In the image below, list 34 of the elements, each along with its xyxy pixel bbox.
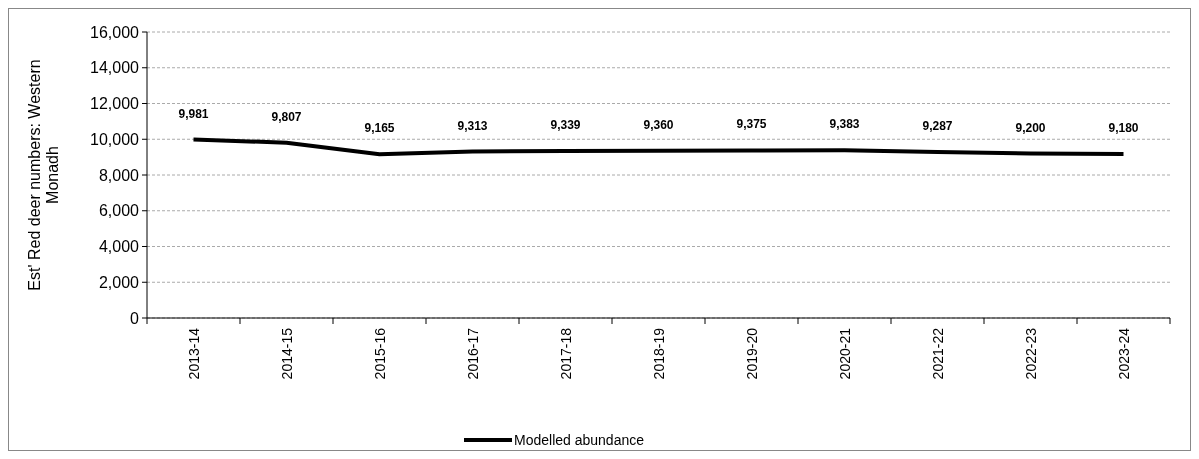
x-tick-label: 2014-15 xyxy=(278,327,295,380)
x-tick-label: 2020-21 xyxy=(836,327,853,380)
y-tick-label: 2,000 xyxy=(98,273,140,291)
y-tick-label: 12,000 xyxy=(90,95,140,113)
data-label: 9,200 xyxy=(1015,120,1046,135)
x-tick-label: 2022-23 xyxy=(1022,327,1039,380)
y-tick-label: 4,000 xyxy=(98,238,140,256)
data-label: 9,360 xyxy=(643,117,674,132)
x-tick-label: 2017-18 xyxy=(557,327,574,380)
data-label: 9,180 xyxy=(1108,120,1139,135)
data-label: 9,339 xyxy=(550,118,581,133)
data-label: 9,165 xyxy=(364,121,395,136)
y-tick-label: 6,000 xyxy=(98,202,140,220)
data-label: 9,807 xyxy=(271,109,302,124)
y-tick-label: 8,000 xyxy=(98,166,140,184)
y-tick-label: 10,000 xyxy=(90,130,140,148)
y-tick-label: 16,000 xyxy=(90,23,140,41)
y-tick-label: 14,000 xyxy=(90,59,140,77)
data-label: 9,981 xyxy=(178,106,209,121)
line-series xyxy=(191,137,1126,157)
data-label: 9,383 xyxy=(829,117,860,132)
x-tick-label: 2019-20 xyxy=(743,327,760,380)
data-label: 9,287 xyxy=(922,118,953,133)
data-label: 9,313 xyxy=(457,118,488,133)
x-tick-label: 2015-16 xyxy=(371,327,388,380)
x-tick-label: 2016-17 xyxy=(464,327,481,380)
legend-label: Modelled abundance xyxy=(514,431,645,448)
x-tick-label: 2023-24 xyxy=(1115,327,1132,380)
y-tick-label: 0 xyxy=(130,309,140,327)
x-tick-label: 2021-22 xyxy=(929,327,946,380)
data-label: 9,375 xyxy=(736,117,767,132)
y-axis-title: Est' Red deer numbers: Western Monadh xyxy=(26,59,61,291)
x-tick-label: 2013-14 xyxy=(185,327,202,380)
x-tick-label: 2018-19 xyxy=(650,327,667,380)
